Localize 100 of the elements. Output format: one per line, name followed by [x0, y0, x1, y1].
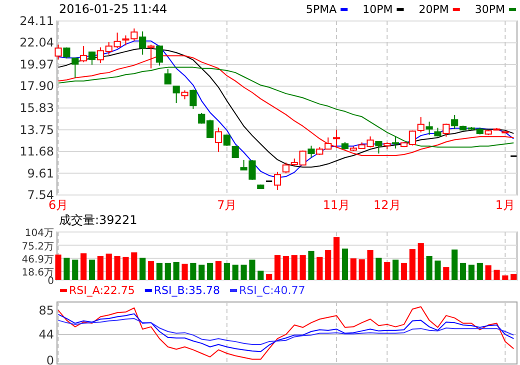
candlestick	[80, 46, 88, 63]
candlestick	[172, 86, 180, 104]
bar	[334, 237, 340, 280]
line-series	[58, 306, 514, 360]
candlestick	[426, 121, 433, 136]
chart-title: 成交量:39221	[59, 213, 138, 227]
y-tick-label: 75.2万	[22, 241, 54, 252]
y-tick-label: 18.6万	[22, 267, 54, 278]
y-tick-label: 19.97	[20, 57, 54, 72]
x-tick-label: 1月	[495, 198, 516, 212]
y-tick-label: 17.90	[20, 79, 54, 94]
y-tick-label: 22.04	[20, 36, 54, 50]
legend-label: 30PM	[474, 3, 505, 16]
bar	[64, 258, 70, 280]
legend-label: RSI_A:22.75	[69, 284, 135, 297]
bar	[418, 243, 424, 280]
bar	[350, 258, 356, 280]
bar	[468, 264, 474, 280]
candlestick	[88, 51, 96, 66]
legend-label: 20PM	[418, 3, 449, 16]
bar	[325, 250, 332, 280]
x-tick-label: 11月	[322, 198, 350, 212]
y-tick-label: 15.83	[20, 100, 54, 115]
bar	[224, 262, 230, 280]
candlestick	[333, 129, 340, 148]
bar	[342, 248, 348, 280]
candlestick	[214, 127, 222, 152]
bar	[215, 261, 222, 280]
bar	[140, 258, 146, 280]
bar	[502, 275, 508, 280]
bar	[485, 265, 492, 280]
line-series	[58, 313, 514, 352]
y-tick-label: 44	[38, 327, 54, 342]
bar	[164, 262, 171, 280]
bar	[190, 262, 196, 280]
candlestick	[156, 44, 163, 66]
x-tick-label: 6月	[48, 198, 68, 212]
bar	[88, 260, 96, 280]
y-tick-label: 24.11	[20, 14, 54, 28]
bar	[72, 260, 78, 280]
bar	[266, 274, 272, 280]
y-tick-label: 13.75	[20, 122, 54, 137]
bar	[282, 256, 289, 280]
bar	[240, 264, 247, 280]
bar	[367, 250, 374, 280]
bar	[476, 262, 483, 280]
bar	[452, 250, 458, 280]
bar	[291, 255, 298, 280]
bar	[300, 255, 306, 280]
x-tick-label: 12月	[373, 198, 401, 212]
bar	[392, 260, 399, 280]
bar	[443, 267, 450, 280]
candlestick	[451, 114, 458, 130]
bar	[409, 249, 416, 280]
bar	[274, 255, 281, 280]
bar	[308, 250, 314, 280]
bar	[400, 262, 408, 280]
y-tick-label: 0	[46, 353, 54, 365]
legend-label: 5PMA	[306, 3, 338, 16]
bar	[510, 274, 517, 280]
bar	[376, 258, 382, 280]
bar	[173, 262, 180, 280]
candlestick	[223, 134, 230, 147]
candlestick	[442, 123, 450, 138]
candlestick	[54, 44, 62, 60]
bar	[232, 264, 238, 280]
bar	[55, 254, 62, 280]
bar	[249, 260, 256, 280]
bar	[358, 259, 365, 280]
y-tick-label: 0	[48, 276, 54, 287]
y-tick-label: 11.68	[20, 144, 54, 159]
bar	[106, 254, 112, 280]
line-series	[58, 66, 514, 148]
candlestick	[375, 140, 382, 154]
bar	[198, 264, 205, 280]
bar	[80, 253, 87, 280]
bar	[460, 262, 466, 280]
bar	[148, 261, 154, 280]
bar	[258, 270, 264, 280]
chart-title: 2016-01-25 11:44	[59, 2, 168, 16]
bar	[426, 256, 432, 280]
bar	[384, 262, 390, 280]
bar	[207, 262, 214, 280]
candlestick	[274, 171, 282, 190]
legend-label: 10PM	[362, 3, 393, 16]
y-tick-label: 9.61	[27, 166, 54, 180]
line-series	[58, 318, 514, 346]
y-tick-label: 46.9万	[22, 254, 54, 266]
candlestick	[72, 57, 79, 78]
bar	[316, 256, 323, 280]
legend-label: RSI_B:35.78	[154, 284, 220, 297]
candlestick	[139, 30, 146, 56]
bar	[114, 256, 120, 280]
legend-label: RSI_C:40.77	[239, 284, 306, 297]
y-tick-label: 104万	[24, 228, 54, 239]
bar	[182, 264, 188, 280]
x-tick-label: 7月	[217, 198, 237, 212]
bar	[131, 252, 138, 280]
y-tick-label: 85	[38, 303, 54, 318]
bar	[434, 260, 441, 280]
